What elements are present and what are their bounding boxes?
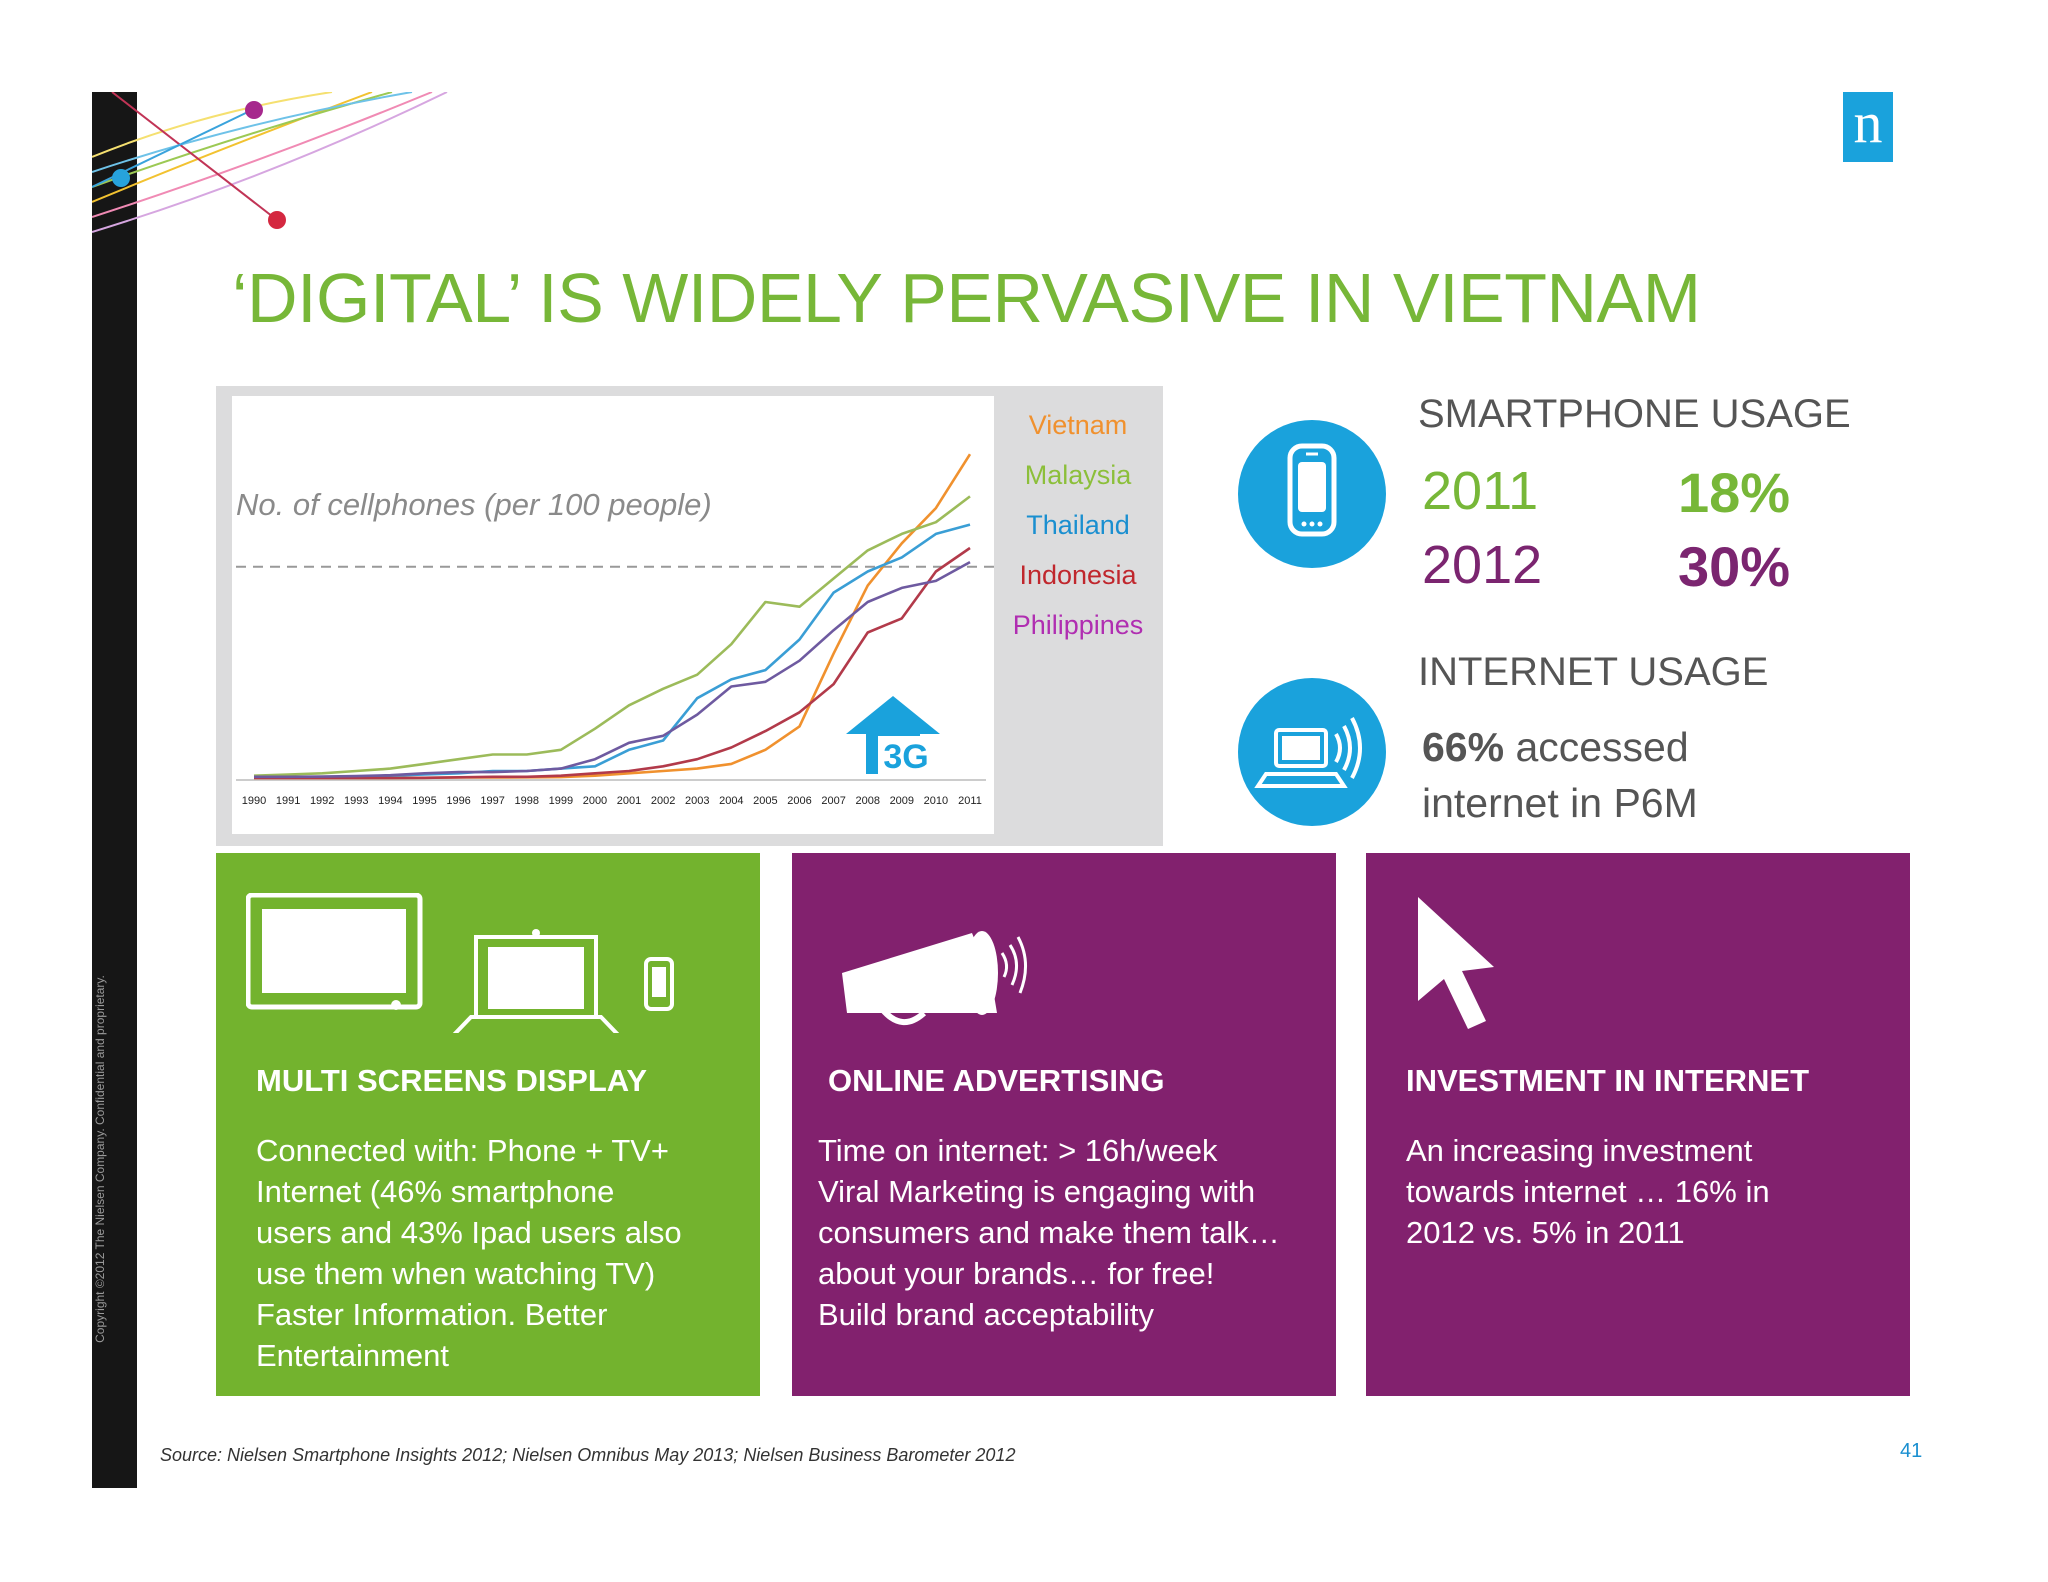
cursor-icon [1418,897,1494,1029]
x-tick-label: 1999 [549,795,573,807]
internet-accessed: accessed [1504,724,1689,770]
legend-thailand: Thailand [1026,510,1130,540]
x-tick-label: 1998 [515,795,539,807]
decorative-arcs [92,92,448,233]
x-tick-label: 2001 [617,795,641,807]
x-tick-label: 2002 [651,795,675,807]
laptop-wifi-icon [1254,717,1362,788]
x-tick-label: 2010 [924,795,948,807]
smartphone-icon [1287,443,1337,537]
internet-heading: INTERNET USAGE [1418,650,1769,694]
x-tick-label: 2003 [685,795,709,807]
x-tick-label: 2000 [583,795,607,807]
legend-malaysia: Malaysia [1024,460,1132,490]
smartphone-year-2012: 2012 [1422,535,1543,595]
tile-online-advertising: ONLINE ADVERTISING Time on internet: > 1… [792,853,1336,1396]
series-line-thailand [254,523,971,779]
x-tick-label: 1992 [310,795,334,807]
tile-multi-screens-heading: MULTI SCREENS DISPLAY [256,1063,647,1098]
legend-indonesia: Indonesia [1019,560,1137,590]
x-tick-label: 2006 [787,795,811,807]
smartphone-pct-2011: 18% [1678,461,1791,524]
nielsen-logo: n [1843,92,1893,162]
chart-title: No. of cellphones (per 100 people) [236,487,712,522]
x-tick-label: 1996 [446,795,470,807]
series-line-indonesia [254,546,971,780]
x-tick-label: 1994 [378,795,402,807]
x-tick-label: 2005 [753,795,777,807]
internet-stat-line2: internet in P6M [1422,780,1698,826]
screens-icon [246,893,674,1033]
x-tick-label: 1997 [480,795,504,807]
source-note: Source: Nielsen Smartphone Insights 2012… [160,1445,1016,1465]
x-tick-label: 1990 [242,795,266,807]
series-line-philippines [254,560,971,779]
internet-pct: 66% [1422,724,1505,770]
tile-online-advertising-heading: ONLINE ADVERTISING [828,1063,1165,1098]
tile-multi-screens-body: Connected with: Phone + TV+ Internet (46… [256,1133,682,1373]
x-tick-label: 1993 [344,795,368,807]
3g-label: 3G [883,738,928,776]
tile-investment-internet: INVESTMENT IN INTERNET An increasing inv… [1366,853,1910,1396]
tile-online-advertising-body: Time on internet: > 16h/week Viral Marke… [818,1133,1280,1332]
smartphone-heading: SMARTPHONE USAGE [1418,392,1851,436]
page-number: 41 [1900,1440,1923,1462]
x-tick-label: 2007 [821,795,845,807]
smartphone-year-2011: 2011 [1422,461,1539,521]
legend-philippines: Philippines [1012,610,1144,640]
3g-arrow: 3G [846,696,940,776]
internet-circle [1238,678,1386,826]
tile-investment-heading: INVESTMENT IN INTERNET [1406,1063,1810,1098]
megaphone-icon [842,931,1027,1025]
x-tick-label: 2004 [719,795,743,807]
x-tick-label: 1995 [412,795,436,807]
copyright-text: Copyright ©2012 The Nielsen Company. Con… [93,975,107,1343]
x-tick-label: 2008 [855,795,879,807]
cellphone-line-chart: 1990 1991 1992 1993 1994 1995 1996 1997 1998 1999… [236,453,1001,807]
x-tick-label: 2011 [958,795,982,807]
left-bar [92,92,137,1488]
x-tick-label: 2009 [890,795,914,807]
page-title: ‘DIGITAL’ IS WIDELY PERVASIVE IN VIETNAM [232,259,1701,337]
smartphone-circle [1238,420,1386,568]
tile-multi-screens: MULTI SCREENS DISPLAY Connected with: Ph… [216,853,760,1396]
tile-investment-body: An increasing investment towards interne… [1406,1133,1770,1250]
x-tick-label: 1991 [276,795,300,807]
smartphone-pct-2012: 30% [1678,535,1791,598]
legend-vietnam: Vietnam [1028,410,1128,440]
internet-stat-line1: 66% accessed [1422,724,1689,771]
series-line-malaysia [253,495,971,777]
